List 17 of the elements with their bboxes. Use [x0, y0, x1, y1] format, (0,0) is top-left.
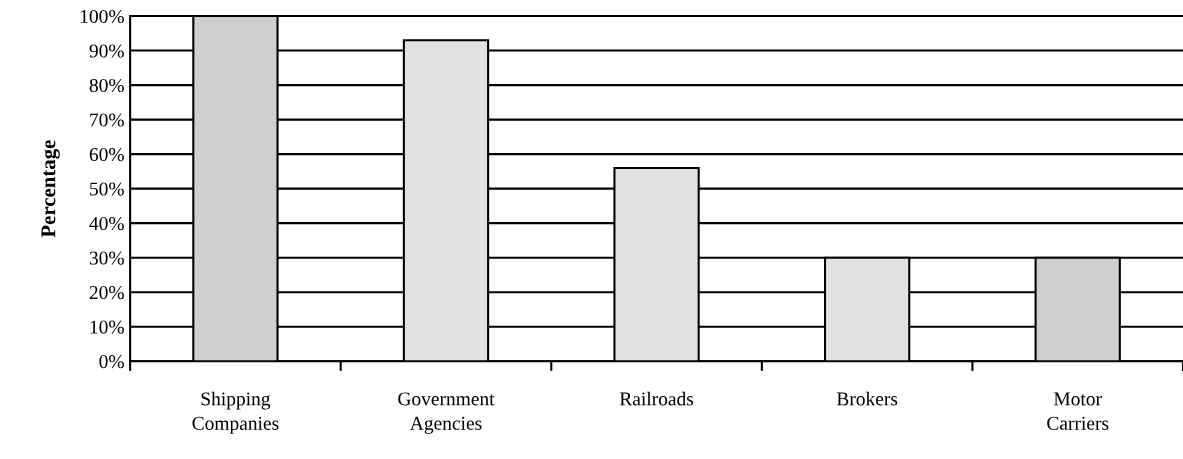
y-tick-label: 70% — [90, 113, 124, 127]
y-tick-label: 50% — [90, 182, 124, 196]
y-tick-label: 20% — [89, 286, 124, 300]
y-tick-label: 0% — [99, 355, 124, 369]
y-tick-label: 10% — [90, 320, 124, 334]
y-tick-label: 90% — [89, 44, 124, 58]
y-tick-label: 30% — [89, 251, 124, 265]
x-tick-label: Government Agencies — [398, 392, 495, 434]
y-tick-label: 80% — [89, 78, 124, 93]
x-tick-label: Railroads — [619, 391, 694, 406]
x-tick-label: Brokers — [836, 391, 898, 406]
y-axis-title: Percentage — [41, 140, 60, 238]
y-tick-label: 60% — [89, 147, 124, 162]
x-tick-label: Shipping Companies — [192, 391, 279, 434]
y-tick-label: 40% — [89, 216, 124, 231]
x-tick-label: Motor Carriers — [1047, 392, 1109, 430]
y-tick-label: 100% — [80, 9, 124, 24]
